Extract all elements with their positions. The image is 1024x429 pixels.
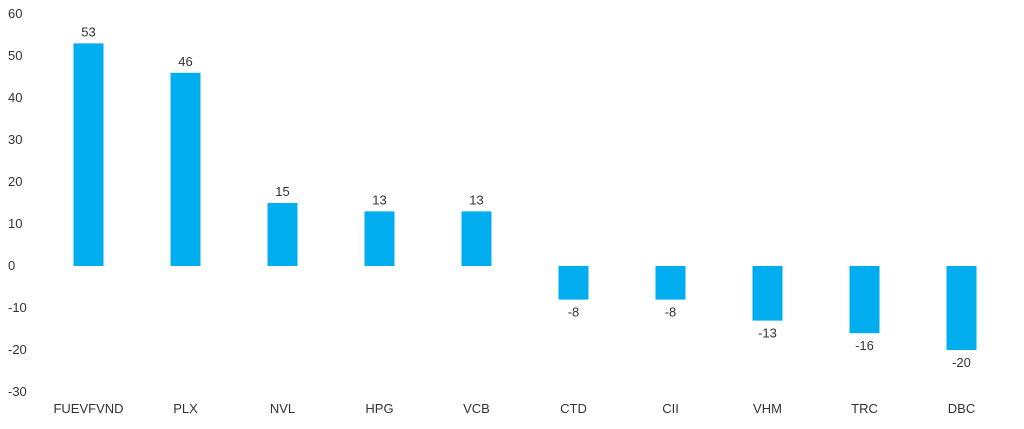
y-tick-label: 30 — [8, 132, 22, 147]
y-tick-label: -30 — [8, 384, 27, 399]
data-label-dbc: -20 — [952, 355, 971, 370]
bar-vhm — [752, 266, 783, 321]
x-tick-label-dbc: DBC — [948, 401, 975, 416]
y-axis: 60 50 40 30 20 10 0 -10 -20 -30 — [8, 6, 27, 399]
y-tick-label: 60 — [8, 6, 22, 21]
x-tick-label-vcb: VCB — [463, 401, 490, 416]
y-tick-label: 50 — [8, 48, 22, 63]
bar-dbc — [946, 266, 977, 350]
bar-series — [73, 43, 977, 350]
bar-trc — [849, 266, 880, 334]
bar-nvl — [267, 203, 298, 266]
x-tick-label-cii: CII — [662, 401, 679, 416]
data-label-trc: -16 — [855, 338, 874, 353]
x-tick-label-vhm: VHM — [753, 401, 782, 416]
y-tick-label: 0 — [8, 258, 15, 273]
data-label-nvl: 15 — [275, 184, 289, 199]
x-tick-label-plx: PLX — [173, 401, 198, 416]
bar-hpg — [364, 211, 395, 266]
y-tick-label: -10 — [8, 300, 27, 315]
y-tick-label: 20 — [8, 174, 22, 189]
y-tick-label: 10 — [8, 216, 22, 231]
bar-cii — [655, 266, 686, 300]
x-tick-label-nvl: NVL — [270, 401, 295, 416]
data-label-plx: 46 — [178, 54, 192, 69]
x-tick-label-fuevfvnd: FUEVFVND — [53, 401, 123, 416]
data-label-ctd: -8 — [568, 305, 580, 320]
x-tick-label-trc: TRC — [851, 401, 878, 416]
y-tick-label: 40 — [8, 90, 22, 105]
y-tick-label: -20 — [8, 342, 27, 357]
data-label-hpg: 13 — [372, 192, 386, 207]
data-label-vcb: 13 — [469, 192, 483, 207]
data-label-fuevfvnd: 53 — [81, 24, 95, 39]
bar-vcb — [461, 211, 492, 266]
data-label-vhm: -13 — [758, 326, 777, 341]
x-tick-label-hpg: HPG — [365, 401, 393, 416]
x-tick-label-ctd: CTD — [560, 401, 587, 416]
data-labels: 53 46 15 13 13 -8 -8 -13 -16 -20 — [81, 24, 971, 370]
x-axis: FUEVFVND PLX NVL HPG VCB CTD CII VHM TRC DBC — [53, 401, 975, 416]
bar-ctd — [558, 266, 589, 300]
data-label-cii: -8 — [665, 305, 677, 320]
bar-fuevfvnd — [73, 43, 104, 267]
bar-plx — [170, 72, 201, 266]
